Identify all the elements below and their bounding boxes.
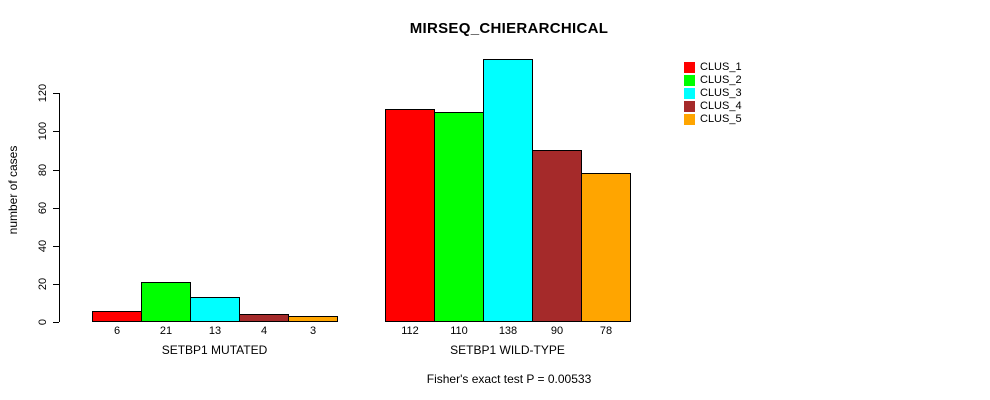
y-tick-label: 40: [37, 239, 49, 253]
legend-label: CLUS_2: [700, 74, 742, 86]
y-tick-label: 20: [37, 277, 49, 291]
legend: CLUS_1 CLUS_2 CLUS_3 CLUS_4 CLUS_5: [684, 61, 742, 126]
y-tick-mark: [53, 208, 59, 209]
legend-swatch-clus_1: [684, 62, 695, 73]
bar-clus_5-wild-type: [581, 173, 631, 322]
y-tick-mark: [53, 93, 59, 94]
y-tick-label: 120: [37, 83, 49, 103]
bar-clus_4-mutated: [239, 314, 289, 322]
legend-item-clus_5: CLUS_5: [684, 113, 742, 126]
y-axis-line: [59, 93, 60, 322]
legend-swatch-clus_5: [684, 114, 695, 125]
legend-item-clus_2: CLUS_2: [684, 74, 742, 87]
legend-label: CLUS_1: [700, 61, 742, 73]
bar-value-label: 90: [550, 325, 564, 337]
bar-clus_1-mutated: [92, 311, 142, 322]
bar-clus_1-wild-type: [385, 109, 435, 322]
y-axis-label: number of cases: [6, 145, 20, 235]
y-tick-mark: [53, 284, 59, 285]
bar-value-label: 21: [159, 325, 173, 337]
legend-item-clus_1: CLUS_1: [684, 61, 742, 74]
legend-item-clus_4: CLUS_4: [684, 100, 742, 113]
legend-swatch-clus_4: [684, 101, 695, 112]
group-label-mutated: SETBP1 MUTATED: [161, 343, 268, 357]
y-tick-mark: [53, 322, 59, 323]
chart-title: MIRSEQ_CHIERARCHICAL: [409, 20, 609, 37]
legend-swatch-clus_3: [684, 88, 695, 99]
bar-value-label: 78: [599, 325, 613, 337]
y-tick-label: 60: [37, 201, 49, 215]
y-tick-label: 80: [37, 163, 49, 177]
fisher-test-annotation: Fisher's exact test P = 0.00533: [426, 372, 592, 386]
bar-clus_4-wild-type: [532, 150, 582, 322]
legend-label: CLUS_3: [700, 87, 742, 99]
bar-value-label: 112: [401, 325, 419, 337]
bar-value-label: 3: [309, 325, 317, 337]
bar-clus_5-mutated: [288, 316, 338, 322]
bar-clus_3-mutated: [190, 297, 240, 322]
group-label-wild-type: SETBP1 WILD-TYPE: [450, 343, 565, 357]
bar-value-label: 6: [113, 325, 121, 337]
bar-value-label: 4: [260, 325, 268, 337]
bar-clus_2-wild-type: [434, 112, 484, 322]
bar-value-label: 138: [498, 325, 518, 337]
y-tick-label: 0: [37, 318, 49, 326]
bar-value-label: 13: [208, 325, 222, 337]
bar-clus_2-mutated: [141, 282, 191, 322]
legend-label: CLUS_5: [700, 113, 742, 125]
y-tick-mark: [53, 246, 59, 247]
legend-item-clus_3: CLUS_3: [684, 87, 742, 100]
legend-label: CLUS_4: [700, 100, 742, 112]
y-tick-mark: [53, 131, 59, 132]
bar-clus_3-wild-type: [483, 59, 533, 322]
y-tick-label: 100: [37, 121, 49, 141]
y-tick-mark: [53, 170, 59, 171]
legend-swatch-clus_2: [684, 75, 695, 86]
bar-value-label: 110: [450, 325, 468, 337]
